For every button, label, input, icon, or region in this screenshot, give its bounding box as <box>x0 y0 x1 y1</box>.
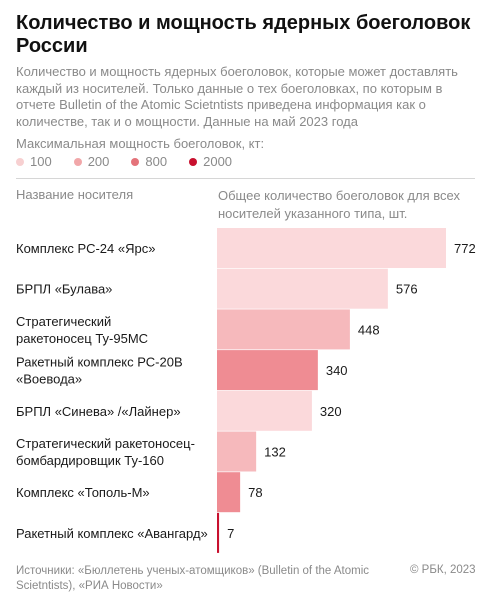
legend: 100 200 800 2000 <box>16 154 254 169</box>
value-label-3: 340 <box>326 363 348 378</box>
category-label-4: БРПЛ «Синева» /«Лайнер» <box>16 404 181 419</box>
bar-3 <box>217 350 318 391</box>
bar-5 <box>217 431 257 472</box>
column-header-count: Общее количество боеголовок для всех нос… <box>218 188 460 221</box>
category-label-7: Ракетный комплекс «Авангард» <box>16 526 208 541</box>
legend-swatch <box>16 157 24 166</box>
legend-swatch <box>73 157 82 166</box>
value-label-2: 448 <box>358 322 380 337</box>
category-label-line: Стратегический ракетоносец- <box>16 436 195 451</box>
value-label-1: 576 <box>396 282 418 297</box>
legend-item-200: 200 <box>73 154 110 169</box>
category-label-3: Ракетный комплекс РС-20В «Воевода» <box>16 355 183 387</box>
legend-label: 800 <box>145 154 168 169</box>
category-label-line: Комплекс РС-24 «Ярс» <box>16 241 155 256</box>
legend-item-2000: 2000 <box>189 154 232 169</box>
bar-0 <box>217 228 446 268</box>
footer-sources: Источники: «Бюллетень ученых-атомщиков» … <box>16 565 370 592</box>
category-label-5: Стратегический ракетоносец-бомбардировщи… <box>16 436 195 468</box>
legend-label: 200 <box>87 154 110 169</box>
column-header-carrier: Название носителя <box>16 187 134 202</box>
chart-title: Количество и мощность ядерных боеголовок… <box>16 12 471 57</box>
value-label-5: 132 <box>264 445 286 460</box>
category-label-line: БРПЛ «Булава» <box>16 282 112 297</box>
bar-1 <box>217 268 388 309</box>
legend-title: Максимальная мощность боеголовок, кт: <box>16 136 265 151</box>
category-label-line: «Воевода» <box>16 372 82 387</box>
category-label-1: БРПЛ «Булава» <box>16 282 112 297</box>
category-label-line: БРПЛ «Синева» /«Лайнер» <box>16 404 181 419</box>
category-label-line: бомбардировщик Ту-160 <box>16 453 164 468</box>
category-label-line: Комплекс «Тополь-М» <box>16 485 150 500</box>
chart-subtitle: Количество и мощность ядерных боеголовок… <box>16 64 458 129</box>
bar-7 <box>217 512 220 553</box>
legend-swatch <box>131 157 140 166</box>
legend-item-100: 100 <box>16 154 52 169</box>
category-label-2: Стратегический ракетоносец Ту-95МС <box>16 314 148 346</box>
value-label-7: 7 <box>227 526 234 541</box>
legend-swatch <box>189 157 198 166</box>
category-label-0: Комплекс РС-24 «Ярс» <box>16 241 155 256</box>
category-label-line: Ракетный комплекс РС-20В <box>16 355 183 370</box>
header-divider <box>16 178 475 179</box>
legend-label: 2000 <box>203 154 233 169</box>
bar-2 <box>217 309 350 350</box>
category-label-line: ракетоносец Ту-95МС <box>16 331 148 346</box>
category-label-6: Комплекс «Тополь-М» <box>16 485 150 500</box>
bar-4 <box>217 390 312 431</box>
category-label-line: Стратегический <box>16 314 111 329</box>
value-label-0: 772 <box>454 241 476 256</box>
category-label-line: Ракетный комплекс «Авангард» <box>16 526 208 541</box>
value-label-6: 78 <box>248 485 262 500</box>
value-label-4: 320 <box>320 404 342 419</box>
legend-item-800: 800 <box>131 154 167 169</box>
footer-copyright: © РБК, 2023 <box>410 564 476 576</box>
legend-label: 100 <box>30 154 52 169</box>
bar-6 <box>217 472 241 513</box>
